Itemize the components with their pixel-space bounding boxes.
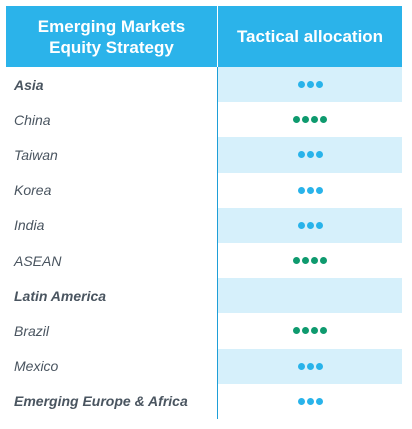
table-row: Korea — [6, 172, 402, 208]
allocation-dots — [297, 221, 323, 229]
region-label: ASEAN — [6, 242, 218, 279]
region-label: Korea — [6, 172, 218, 208]
table-row: India — [6, 207, 402, 243]
dot-icon — [297, 221, 305, 229]
dot-icon — [302, 257, 309, 265]
region-label: Mexico — [6, 348, 218, 384]
dot-icon — [293, 327, 300, 335]
dot-icon — [306, 81, 314, 89]
dot-icon — [306, 151, 314, 159]
dot-icon — [297, 362, 305, 370]
allocation-cell — [218, 313, 402, 349]
allocation-dots — [297, 362, 323, 370]
dot-icon — [311, 116, 318, 124]
allocation-cell — [218, 67, 402, 103]
region-label: Emerging Europe & Africa — [6, 383, 218, 419]
dot-icon — [315, 151, 323, 159]
dot-icon — [320, 327, 327, 335]
table-row: Brazil — [6, 313, 402, 349]
dot-icon — [311, 327, 318, 335]
table-row: Mexico — [6, 348, 402, 384]
dot-icon — [306, 397, 314, 405]
allocation-dots — [293, 116, 327, 124]
dot-icon — [297, 397, 305, 405]
allocation-cell — [218, 137, 402, 173]
dot-icon — [315, 221, 323, 229]
allocation-cell — [218, 207, 402, 243]
dot-icon — [306, 221, 314, 229]
table-row: Asia — [6, 67, 402, 103]
allocation-cell — [218, 242, 402, 279]
allocation-dots — [297, 397, 323, 405]
region-label: Latin America — [6, 278, 218, 314]
dot-icon — [297, 81, 305, 89]
table-header: Emerging Markets Equity Strategy Tactica… — [6, 6, 402, 67]
allocation-dots — [297, 81, 323, 89]
dot-icon — [297, 186, 305, 194]
region-label: India — [6, 207, 218, 243]
dot-icon — [293, 257, 300, 265]
table-row: Latin America — [6, 278, 402, 314]
dot-icon — [315, 397, 323, 405]
allocation-dots — [293, 257, 327, 265]
region-label: China — [6, 102, 218, 138]
region-label: Brazil — [6, 313, 218, 349]
dot-icon — [302, 116, 309, 124]
dot-icon — [302, 327, 309, 335]
dot-icon — [293, 116, 300, 124]
allocation-dots — [297, 186, 323, 194]
allocation-cell — [218, 348, 402, 384]
dot-icon — [315, 362, 323, 370]
dot-icon — [315, 186, 323, 194]
table-row: China — [6, 102, 402, 138]
allocation-cell — [218, 278, 402, 314]
table-row: ASEAN — [6, 242, 402, 279]
table-row: Taiwan — [6, 137, 402, 173]
dot-icon — [315, 81, 323, 89]
allocation-dots — [297, 151, 323, 159]
allocation-dots — [293, 327, 327, 335]
allocation-cell — [218, 383, 402, 419]
region-label: Taiwan — [6, 137, 218, 173]
allocation-cell — [218, 172, 402, 208]
allocation-table: Emerging Markets Equity Strategy Tactica… — [6, 6, 402, 419]
dot-icon — [320, 257, 327, 265]
dot-icon — [306, 362, 314, 370]
table-body: Asia China Taiwan Korea India ASEAN Latin Amer… — [6, 67, 402, 419]
allocation-cell — [218, 102, 402, 138]
table-row: Emerging Europe & Africa — [6, 383, 402, 419]
dot-icon — [306, 186, 314, 194]
dot-icon — [297, 151, 305, 159]
allocation-header: Tactical allocation — [236, 27, 384, 46]
dot-icon — [320, 116, 327, 124]
region-label: Asia — [6, 67, 218, 103]
dot-icon — [311, 257, 318, 265]
strategy-header: Emerging Markets Equity Strategy — [6, 6, 218, 67]
